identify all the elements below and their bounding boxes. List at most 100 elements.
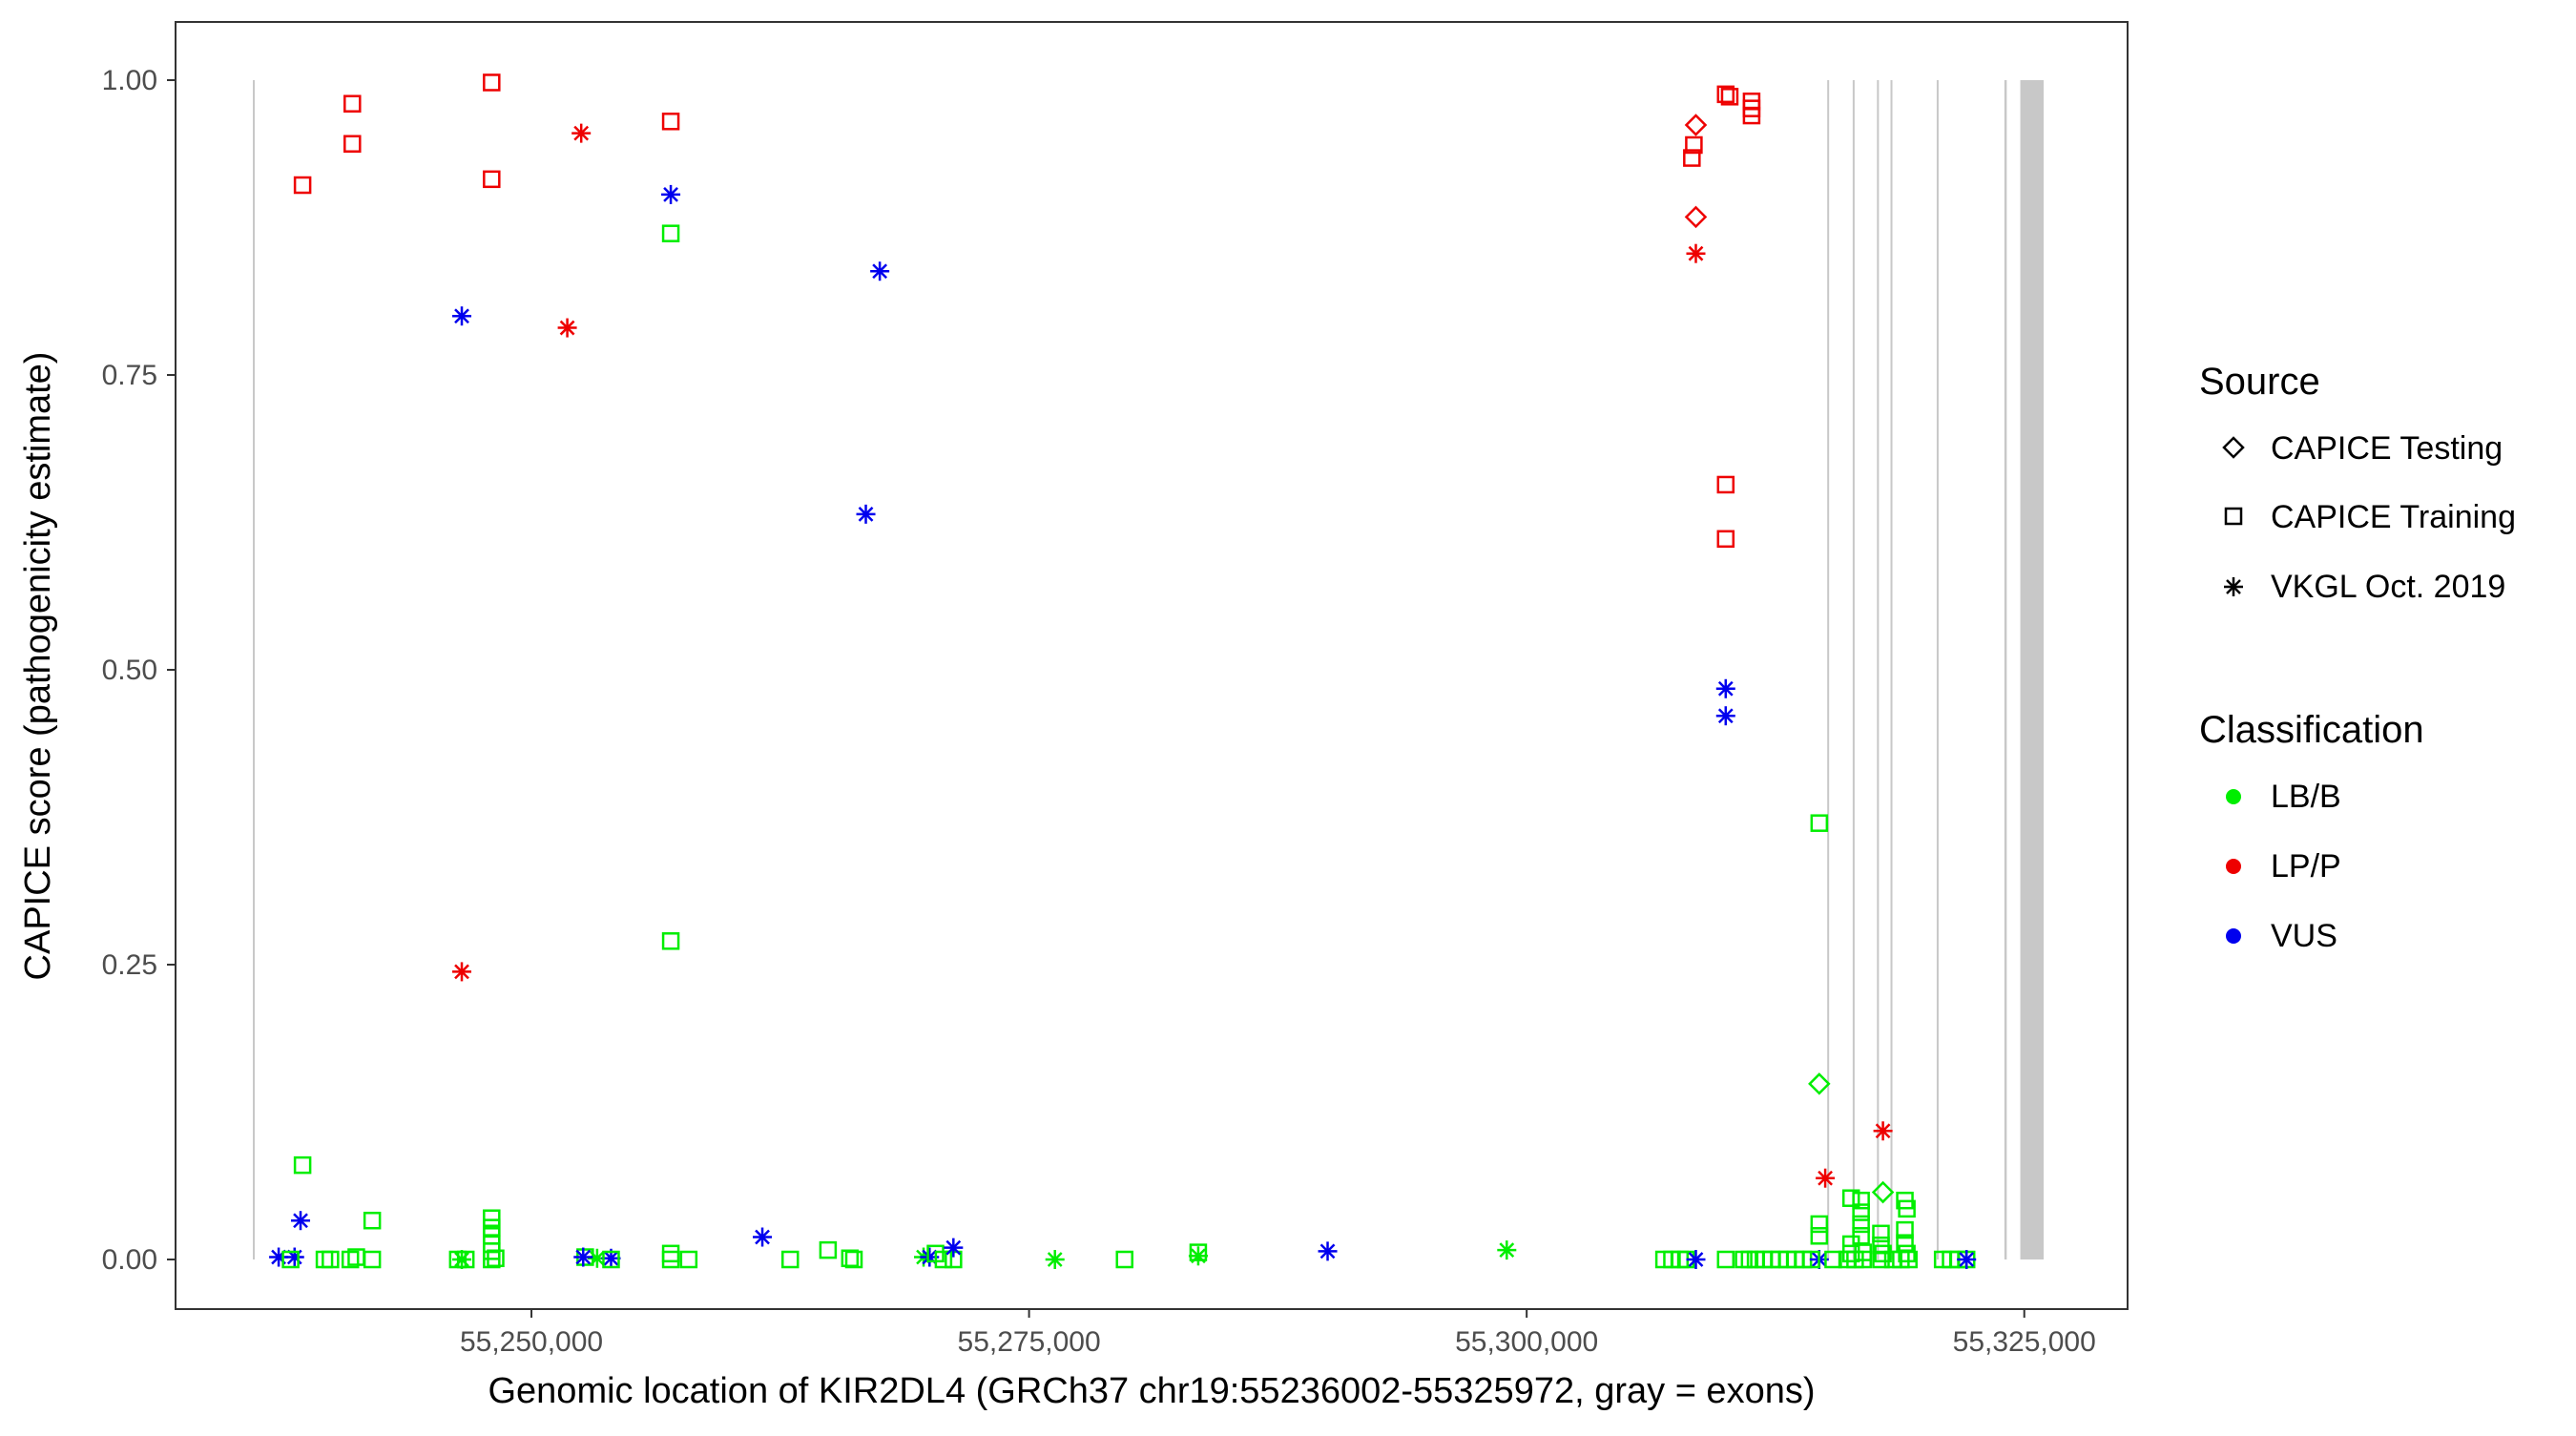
data-point-square: [322, 1250, 340, 1269]
legend-dot-icon: [2226, 859, 2241, 874]
data-point-square: [483, 73, 501, 92]
data-point-square: [661, 113, 680, 131]
data-point-square: [679, 1250, 698, 1269]
data-point-square: [1852, 1191, 1870, 1210]
data-point-square: [1810, 1215, 1829, 1234]
x-tick-label: 55,250,000: [460, 1326, 603, 1358]
data-point-asterisk: [1188, 1246, 1208, 1266]
data-point-asterisk: [1873, 1121, 1893, 1141]
data-point-asterisk: [269, 1247, 289, 1267]
exon-band: [1877, 80, 1880, 1259]
exon-band: [1852, 80, 1855, 1259]
y-tick-label: 0.50: [102, 655, 157, 686]
data-point-asterisk: [284, 1247, 304, 1267]
data-point-asterisk: [452, 306, 472, 326]
y-tick-label: 0.75: [102, 360, 157, 391]
data-point-square: [1898, 1199, 1916, 1218]
data-point-square: [1810, 1227, 1829, 1245]
data-point-square: [602, 1250, 620, 1269]
legend-source-key-training: CAPICE Training: [2224, 499, 2516, 535]
data-point-square: [1716, 1250, 1735, 1269]
data-point-asterisk: [452, 1250, 472, 1269]
data-point-asterisk: [944, 1238, 964, 1258]
data-point-square: [661, 1244, 680, 1263]
data-point-square: [1802, 1250, 1820, 1269]
data-point-asterisk: [1318, 1241, 1338, 1261]
data-point-square: [363, 1211, 382, 1230]
data-point-square: [1685, 135, 1703, 155]
data-point-square: [780, 1250, 800, 1269]
legend-class-key-vus: VUS: [2226, 918, 2337, 954]
data-point-square: [315, 1250, 334, 1269]
data-point-asterisk: [753, 1227, 773, 1247]
data-point-diamond: [1684, 205, 1708, 229]
data-point-square: [1115, 1250, 1133, 1269]
data-point-square: [363, 1250, 382, 1269]
data-point-square: [343, 135, 362, 153]
data-point-asterisk: [1686, 1250, 1706, 1269]
data-point-square: [1872, 1224, 1890, 1243]
data-point-square: [661, 1250, 680, 1269]
data-point-square: [1874, 1244, 1892, 1263]
legend-dot-icon: [2226, 928, 2241, 944]
data-point-square: [1716, 530, 1735, 549]
data-point-asterisk: [601, 1248, 621, 1268]
data-point-asterisk: [1045, 1250, 1065, 1269]
y-tick-label: 0.25: [102, 949, 157, 981]
data-point-square: [844, 1250, 863, 1269]
data-point-square: [819, 1240, 838, 1259]
exon-band: [1827, 80, 1830, 1259]
exon-band: [1890, 80, 1893, 1259]
data-point-asterisk: [1816, 1168, 1836, 1188]
data-point-square: [1841, 1189, 1860, 1207]
data-point-asterisk: [1497, 1240, 1517, 1260]
data-point-asterisk: [1715, 678, 1735, 698]
data-point-square: [1841, 1244, 1860, 1263]
data-point-asterisk: [571, 123, 592, 143]
data-point-square: [1852, 1203, 1870, 1221]
data-point-asterisk: [870, 261, 890, 281]
y-axis-title: CAPICE score (pathogenicity estimate): [18, 352, 58, 981]
legend-asterisk-icon: [2224, 577, 2243, 596]
legend-square-icon: [2224, 507, 2243, 526]
legend: Source CAPICE Testing CAPICE Training VK…: [2199, 361, 2516, 954]
data-point-square: [341, 1250, 360, 1269]
data-point-square: [1872, 1250, 1890, 1269]
data-point-square: [281, 1250, 300, 1269]
x-tick-label: 55,275,000: [958, 1326, 1101, 1358]
legend-diamond-icon: [2222, 436, 2245, 459]
data-point-asterisk: [856, 504, 876, 524]
x-axis-title: Genomic location of KIR2DL4 (GRCh37 chr1…: [488, 1371, 1815, 1411]
exon-band: [2004, 80, 2007, 1259]
data-point-square: [293, 176, 312, 195]
data-point-asterisk: [661, 184, 681, 204]
data-point-diamond: [1871, 1180, 1895, 1204]
legend-source-label: VKGL Oct. 2019: [2271, 569, 2505, 605]
legend-source-key-testing: CAPICE Testing: [2222, 430, 2503, 467]
plot-panel-border: [175, 21, 2129, 1310]
exon-band: [2020, 80, 2044, 1259]
data-point-asterisk: [1686, 243, 1706, 263]
legend-source-label: CAPICE Testing: [2271, 430, 2503, 467]
data-point-square: [1742, 106, 1761, 125]
data-point-square: [661, 224, 680, 242]
data-point-square: [1896, 1234, 1914, 1252]
data-point-square: [1716, 85, 1735, 104]
legend-class-key-lpp: LP/P: [2226, 848, 2341, 884]
exon-band: [1936, 80, 1939, 1259]
legend-class-key-lbb: LB/B: [2226, 779, 2341, 815]
y-tick-label: 0.00: [102, 1244, 157, 1276]
data-point-square: [1716, 475, 1735, 494]
legend-class-label: VUS: [2271, 918, 2337, 954]
data-point-square: [1898, 1244, 1916, 1263]
data-point-asterisk: [291, 1211, 311, 1231]
legend-class-label: LP/P: [2271, 848, 2341, 884]
data-point-square: [343, 94, 362, 113]
data-point-asterisk: [573, 1247, 593, 1267]
legend-dot-icon: [2226, 789, 2241, 804]
data-point-square: [661, 932, 680, 950]
data-point-asterisk: [1957, 1250, 1977, 1269]
data-point-square: [293, 1155, 312, 1175]
